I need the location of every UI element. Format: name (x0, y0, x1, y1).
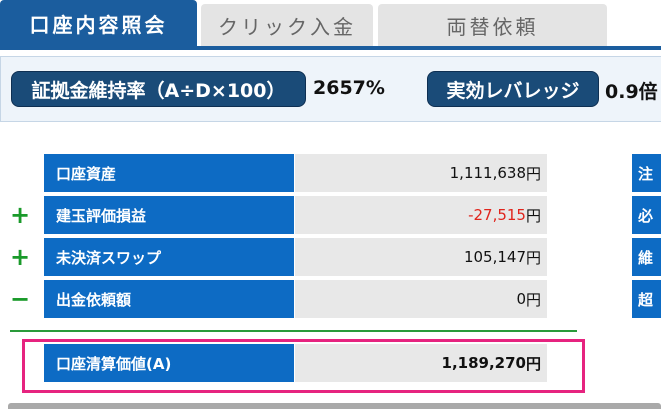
row-label: 未決済スワップ (44, 238, 294, 276)
row-label: 出金依頼額 (44, 280, 294, 318)
side-label: 注 (632, 154, 661, 192)
tab-click-deposit[interactable]: クリック入金 (201, 4, 373, 46)
side-label: 必 (632, 196, 661, 234)
margin-ratio-label: 証拠金維持率（A÷D×100） (11, 71, 306, 107)
tab-exchange-request[interactable]: 両替依頼 (378, 4, 607, 46)
horizontal-scrollbar[interactable] (8, 403, 661, 409)
tab-underline (0, 46, 661, 50)
row-value: 105,147 円 (295, 238, 547, 276)
side-label: 超 (632, 280, 661, 318)
row-label: 建玉評価損益 (44, 196, 294, 234)
total-unit: 円 (525, 354, 541, 373)
tab-account-summary[interactable]: 口座内容照会 (0, 0, 197, 46)
row-unit: 円 (525, 164, 541, 183)
row-sign (8, 154, 32, 192)
leverage-label: 実効レバレッジ (427, 71, 599, 107)
total-value: 1,189,270 円 (295, 344, 547, 382)
side-label: 維 (632, 238, 661, 276)
tab-bar: 口座内容照会 クリック入金 両替依頼 (0, 0, 661, 46)
row-account-liquidation-value: 口座清算価値(A) 1,189,270 円 (0, 344, 661, 382)
row-unit: 円 (525, 206, 541, 225)
total-amount: 1,189,270 (441, 354, 526, 372)
margin-ratio-value: 2657% (313, 77, 385, 99)
row-amount: 105,147 (463, 248, 526, 266)
row-account-assets: 口座資産 1,111,638 円 注 (0, 154, 661, 192)
row-unit: 円 (525, 290, 541, 309)
minus-icon: − (9, 285, 31, 313)
plus-icon: + (9, 243, 31, 271)
row-amount: -27,515 (468, 206, 526, 224)
total-highlight-frame (22, 339, 585, 393)
total-label: 口座清算価値(A) (44, 344, 294, 382)
plus-icon: + (9, 201, 31, 229)
leverage-value: 0.9倍 (605, 81, 658, 103)
row-unit: 円 (525, 248, 541, 267)
row-amount: 0 (516, 290, 526, 308)
row-unsettled-swap: + 未決済スワップ 105,147 円 維 (0, 238, 661, 276)
row-position-pnl: + 建玉評価損益 -27,515 円 必 (0, 196, 661, 234)
row-value: -27,515 円 (295, 196, 547, 234)
sum-divider (10, 330, 577, 332)
row-amount: 1,111,638 (449, 164, 526, 182)
row-value: 1,111,638 円 (295, 154, 547, 192)
ratio-panel: 証拠金維持率（A÷D×100） 2657% 実効レバレッジ 0.9倍 (0, 56, 661, 122)
row-label: 口座資産 (44, 154, 294, 192)
